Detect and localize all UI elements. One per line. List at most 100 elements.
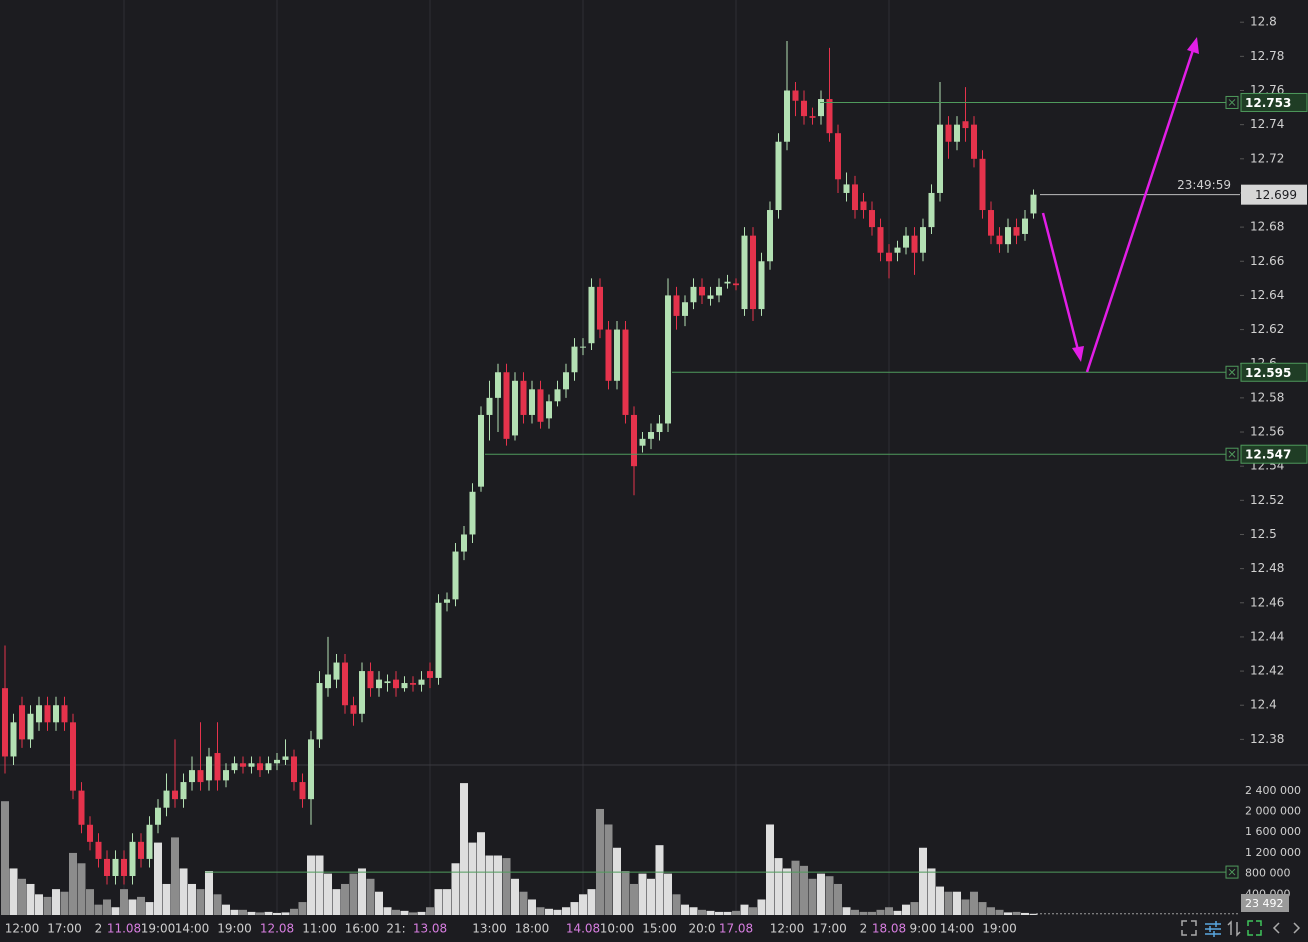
y-tick-label: 12.58: [1250, 390, 1284, 404]
volume-bar: [519, 891, 528, 915]
fullscreen-button[interactable]: [1181, 920, 1197, 936]
candle-body: [53, 705, 59, 723]
candle-body: [240, 763, 246, 767]
volume-bar: [740, 904, 749, 915]
candle-body: [435, 602, 442, 678]
volume-bar: [553, 909, 562, 915]
expand-button[interactable]: [1247, 920, 1262, 936]
x-tick-label: 20:0: [689, 922, 716, 936]
volume-tick-label: 2 000 000: [1245, 805, 1301, 818]
y-tick-label: 12.38: [1250, 732, 1284, 746]
candle-body: [78, 790, 85, 825]
candle-body: [180, 782, 187, 800]
candle-body: [699, 286, 705, 296]
volume-bar: [179, 868, 188, 915]
x-tick-label: 21:: [386, 922, 405, 936]
last-price-label: 12.699: [1255, 188, 1297, 202]
volume-bar: [247, 911, 256, 915]
volume-bar: [103, 899, 111, 915]
remove-level-icon: [1228, 99, 1236, 106]
volume-bar: [545, 908, 553, 915]
y-tick-label: 12.74: [1250, 117, 1284, 131]
candle-body: [733, 283, 739, 286]
candle-body: [937, 124, 943, 193]
candle-body: [529, 389, 535, 415]
volume-bar: [171, 837, 179, 915]
volume-bar: [876, 909, 885, 915]
x-tick-label: 13:00: [472, 922, 507, 936]
scale-button[interactable]: [1227, 920, 1241, 937]
candle-body: [257, 763, 263, 771]
candle-body: [639, 438, 646, 446]
candle-body: [452, 551, 459, 600]
candle-body: [70, 722, 76, 791]
volume-bar: [868, 911, 876, 915]
candle-body: [291, 756, 297, 783]
remove-level-button[interactable]: [1225, 865, 1239, 879]
candle-body: [784, 90, 790, 142]
volume-bar: [842, 907, 851, 915]
x-tick-label: 2: [860, 922, 868, 936]
volume-bar: [723, 911, 732, 915]
candle-body: [495, 372, 501, 398]
last-price-box: [1241, 184, 1307, 205]
volume-bar: [1004, 912, 1012, 915]
volume-bar: [791, 860, 800, 915]
candle-body: [248, 763, 255, 767]
settings-button[interactable]: [1205, 921, 1221, 937]
x-tick-label: 19:00: [141, 922, 176, 936]
volume-bar: [426, 907, 434, 915]
volume-bar: [732, 910, 740, 915]
candle-body: [614, 329, 620, 381]
volume-bar: [528, 899, 536, 915]
candle-body: [1013, 227, 1020, 236]
x-tick-label: 17.08: [719, 922, 753, 936]
volume-bar: [290, 908, 298, 915]
x-tick-label: 14:00: [175, 922, 210, 936]
candle-body: [265, 763, 272, 771]
volume-bar: [196, 889, 205, 915]
volume-bar: [137, 896, 145, 915]
candle-body: [767, 210, 773, 262]
volume-bar: [18, 878, 26, 915]
remove-level-button[interactable]: [1225, 365, 1239, 379]
x-tick-label: 17:00: [47, 922, 82, 936]
volume-bar: [885, 907, 893, 915]
candle-body: [129, 841, 136, 876]
candle-body: [121, 858, 127, 876]
y-tick-label: 12.64: [1250, 288, 1284, 302]
volume-bar: [349, 873, 358, 915]
remove-level-button[interactable]: [1225, 95, 1239, 109]
volume-bar: [638, 873, 647, 915]
volume-bar: [749, 907, 757, 915]
volume-bar: [298, 902, 307, 915]
volume-bar: [443, 889, 451, 915]
volume-bar: [681, 904, 689, 915]
candle-body: [682, 302, 688, 316]
candle-body: [376, 679, 382, 689]
candle-body: [214, 753, 221, 781]
y-tick-label: 12.62: [1250, 322, 1284, 336]
candle-body: [384, 681, 391, 684]
candle-body: [36, 705, 42, 723]
volume-bar: [825, 876, 834, 915]
candle-body: [605, 329, 612, 381]
candle-body: [571, 346, 578, 373]
candle-body: [792, 90, 799, 101]
y-tick-label: 12.56: [1250, 425, 1284, 439]
scroll-left-button[interactable]: [1272, 922, 1280, 934]
volume-bar: [162, 883, 171, 915]
candle-body: [801, 100, 807, 117]
volume-bar: [536, 907, 545, 915]
remove-level-button[interactable]: [1225, 447, 1239, 461]
volume-bar: [936, 886, 944, 915]
volume-bar: [859, 911, 868, 915]
x-tick-label: 9:00: [910, 922, 937, 936]
candle-body: [418, 679, 425, 685]
volume-bar: [664, 873, 672, 915]
scroll-right-button[interactable]: [1293, 922, 1301, 934]
candle-body: [835, 133, 841, 180]
y-tick-label: 12.68: [1250, 220, 1284, 234]
x-tick-label: 18.08: [872, 922, 906, 936]
